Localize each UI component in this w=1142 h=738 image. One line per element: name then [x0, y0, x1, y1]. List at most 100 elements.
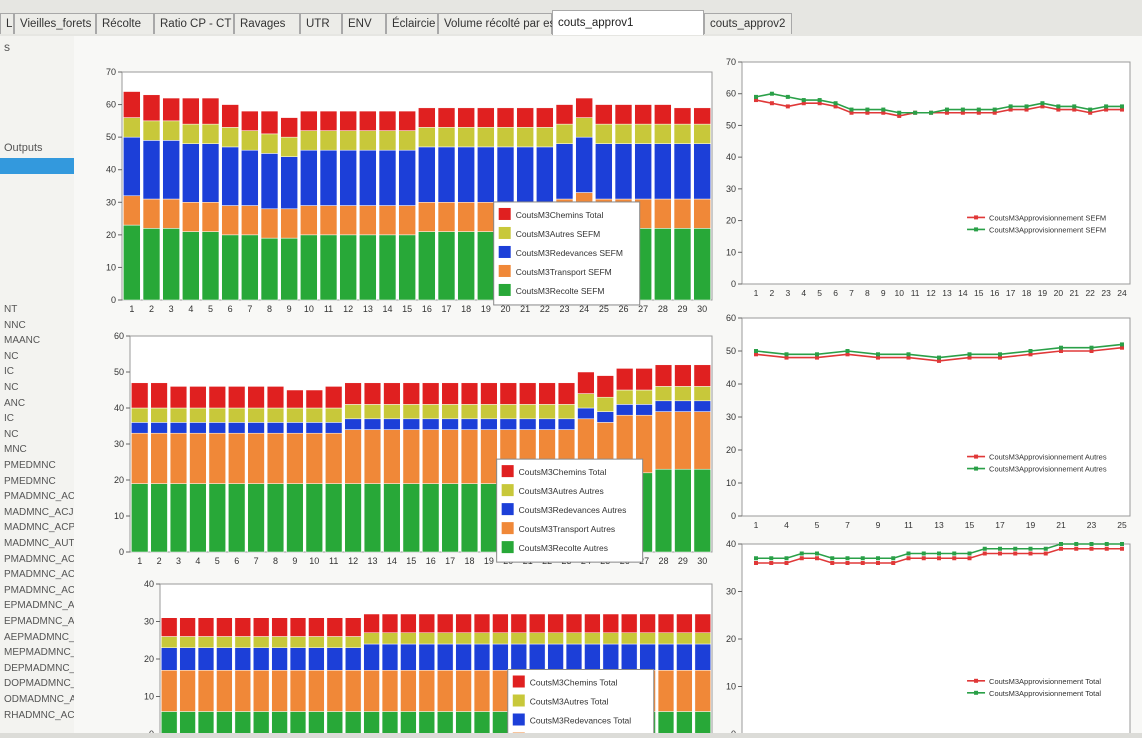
y-tick-label: 60: [726, 89, 736, 99]
sidebar-item[interactable]: PMADMNC_ACA: [4, 569, 75, 581]
sidebar-item[interactable]: NC: [4, 350, 19, 362]
y-tick-label: 0: [119, 547, 124, 557]
bar-segment: [460, 382, 479, 405]
bar-segment: [280, 237, 298, 301]
bar-segment: [359, 110, 377, 131]
tab-couts-approv1[interactable]: couts_approv1: [552, 10, 704, 35]
bar-segment: [319, 149, 338, 206]
x-tick-label: 18: [1022, 288, 1032, 298]
tab-claircie-commerciale[interactable]: Éclaircie commerciale: [386, 13, 504, 34]
bar-segment: [247, 407, 265, 423]
bar-segment: [693, 123, 711, 144]
bar-segment: [577, 371, 595, 394]
sidebar-item[interactable]: DEPMADMNC_ACRS: [4, 662, 75, 674]
data-point: [906, 355, 911, 360]
sidebar-item[interactable]: EPMADMNC_ACRV: [4, 600, 75, 612]
sidebar-selected-item[interactable]: [0, 158, 74, 174]
sidebar-item[interactable]: NC: [4, 428, 19, 440]
bar-segment: [402, 404, 420, 420]
sidebar-item[interactable]: ODMADMNC_ACJ: [4, 694, 74, 705]
bar-segment: [437, 670, 454, 712]
sidebar-item[interactable]: MNC: [4, 444, 27, 456]
bar-segment: [197, 711, 215, 735]
sidebar-item[interactable]: MADMNC_AUTRRG: [4, 538, 75, 549]
x-tick-label: 23: [1087, 520, 1097, 530]
bar-segment: [437, 643, 454, 671]
sidebar-outputs-label[interactable]: Outputs: [4, 142, 43, 154]
bar-segment: [635, 389, 653, 405]
bar-segment: [557, 404, 576, 420]
sidebar-item[interactable]: PMADMNC_ACP: [4, 553, 75, 565]
tab-volume-r-colt-par-essence[interactable]: Volume récolté par essence: [438, 13, 586, 34]
bar-segment: [383, 382, 401, 405]
tab-utr[interactable]: UTR: [300, 13, 342, 34]
data-point: [967, 551, 972, 556]
data-point: [833, 101, 838, 106]
bar-segment: [457, 231, 475, 301]
legend-box: [496, 458, 644, 563]
bar-segment: [400, 670, 417, 712]
tab-l[interactable]: L: [0, 13, 14, 34]
sidebar-item[interactable]: DOPMADMNC_ABO: [4, 678, 74, 690]
bar-segment: [480, 404, 498, 420]
sidebar-item[interactable]: PMADMNC_ACJ: [4, 491, 75, 503]
legend-marker: [974, 678, 979, 683]
bar-segment: [654, 104, 672, 125]
sidebar-item[interactable]: IC: [4, 366, 14, 378]
sidebar-item[interactable]: NNC: [4, 319, 26, 331]
y-tick-label: 70: [726, 57, 736, 67]
sidebar-item[interactable]: MADMNC_ACJ: [4, 506, 74, 518]
bar-segment: [308, 636, 325, 648]
bar-segment: [693, 364, 711, 387]
data-point: [1043, 546, 1048, 551]
sidebar-item[interactable]: PMEDMNC: [4, 460, 56, 471]
data-point: [1059, 542, 1063, 546]
x-tick-label: 10: [309, 556, 319, 566]
bar-segment: [381, 613, 399, 633]
bar-segment: [657, 632, 675, 645]
bar-segment: [161, 711, 178, 735]
data-point: [944, 107, 949, 112]
bar-segment: [437, 613, 454, 633]
bar-segment: [673, 123, 692, 144]
bar-segment: [228, 386, 246, 409]
tab-vieilles-forets[interactable]: Vieilles_forets: [14, 13, 96, 34]
sidebar-item[interactable]: AEPMADMNC_ACRIL: [4, 631, 75, 643]
sidebar-item[interactable]: ANC: [4, 397, 26, 409]
bar-segment: [305, 407, 323, 423]
bar-segment: [182, 97, 200, 125]
sidebar-item[interactable]: MADMNC_ACPJ: [4, 522, 75, 534]
tab-r-colte[interactable]: Récolte: [96, 13, 154, 34]
data-point: [921, 551, 926, 556]
data-point: [998, 546, 1002, 551]
bar-segment: [319, 110, 338, 131]
x-tick-label: 8: [865, 288, 870, 298]
x-tick-label: 16: [990, 288, 1000, 298]
bar-segment: [162, 140, 180, 200]
sidebar-header: s: [4, 40, 10, 54]
tab-ravages[interactable]: Ravages: [234, 13, 300, 34]
tab-env[interactable]: ENV: [342, 13, 386, 34]
sidebar-item[interactable]: MEPMADMNC_ACPPTM: [4, 647, 75, 659]
bar-segment: [305, 483, 323, 553]
x-tick-label: 11: [904, 520, 913, 530]
bar-segment: [381, 711, 399, 735]
data-point: [1089, 546, 1094, 551]
bar-segment: [150, 407, 168, 423]
sidebar-item[interactable]: IC: [4, 413, 14, 425]
sidebar-item[interactable]: RHADMNC_ACPRGG: [4, 709, 75, 721]
bar-segment: [305, 389, 323, 409]
tab-ratio-cp-ct[interactable]: Ratio CP - CT: [154, 13, 234, 34]
bar-segment: [208, 386, 226, 409]
sidebar-item[interactable]: PMEDMNC: [4, 475, 56, 487]
sidebar-item[interactable]: NT: [4, 304, 18, 315]
bar-segment: [473, 670, 491, 712]
sidebar-item[interactable]: PMADMNC_ACT: [4, 584, 75, 596]
sidebar-item[interactable]: MAANC: [4, 335, 41, 347]
tab-couts-approv2[interactable]: couts_approv2: [704, 13, 792, 34]
data-point: [785, 104, 790, 109]
x-tick-label: 1: [754, 288, 759, 298]
sidebar-item[interactable]: NC: [4, 382, 19, 393]
x-tick-label: 4: [195, 556, 200, 566]
